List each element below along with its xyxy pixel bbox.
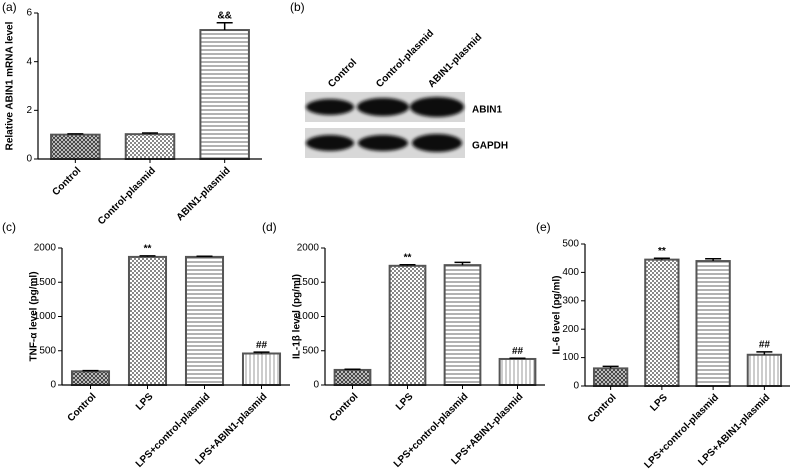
y-tick-label: 0 [26, 154, 32, 165]
y-tick-label: 400 [562, 267, 579, 278]
error-bar [344, 368, 361, 370]
bar [388, 264, 427, 386]
x-tick-label: Control-plasmid [96, 165, 158, 227]
y-tick-label: 0 [573, 381, 579, 392]
bar [592, 367, 629, 387]
lane-label: ABIN1-plasmid [426, 32, 484, 90]
significance-marker: ** [658, 246, 666, 257]
x-tick-label: LPS [648, 392, 670, 414]
bar [127, 255, 168, 386]
y-tick-label: 300 [562, 295, 579, 306]
bar [443, 264, 482, 386]
error-bar [67, 133, 84, 135]
blot-band [410, 97, 464, 117]
panel-label: (b) [290, 0, 305, 14]
significance-marker: ** [404, 252, 412, 263]
panel-label: (e) [536, 220, 551, 234]
y-tick-label: 200 [562, 324, 579, 335]
significance-marker: ## [759, 340, 771, 351]
bar [199, 29, 250, 160]
x-tick-label: Control [328, 391, 361, 424]
y-tick-label: 100 [562, 352, 579, 363]
y-tick-label: 500 [562, 239, 579, 250]
panel-label: (d) [262, 220, 277, 234]
bar [746, 353, 783, 388]
y-tick-label: 1500 [34, 277, 57, 288]
error-bar [509, 357, 526, 360]
error-bar [216, 21, 233, 31]
x-tick-label: Control [586, 392, 619, 425]
y-tick-label: 500 [302, 345, 319, 356]
error-bar [139, 255, 156, 257]
x-tick-label: Control [66, 391, 99, 424]
bar [644, 258, 680, 387]
x-tick-label: Control [50, 165, 83, 198]
band-label: GAPDH [472, 141, 508, 152]
y-tick-label: 0 [50, 380, 56, 391]
bar [70, 370, 111, 386]
y-axis-label: Relative ABIN1 mRNA level [5, 21, 16, 150]
y-tick-label: 2000 [34, 243, 57, 254]
blot-band [358, 135, 408, 151]
error-bar [705, 258, 722, 262]
bar [333, 368, 372, 386]
x-tick-label: LPS [394, 391, 416, 413]
y-tick-label: 1000 [297, 311, 320, 322]
error-bar [602, 365, 619, 369]
error-bar [454, 261, 471, 266]
x-tick-label: LPS [134, 391, 156, 413]
band-label: ABIN1 [472, 105, 502, 116]
y-tick-label: 2000 [297, 243, 320, 254]
significance-marker: && [217, 10, 231, 21]
blot-band [306, 135, 354, 151]
y-tick-label: 1500 [297, 277, 320, 288]
western-blot: (b) Control Control-plasmid ABIN1-plasmi… [290, 0, 508, 158]
y-axis-label: IL-6 level (pg/ml) [552, 276, 563, 355]
bar [498, 357, 537, 387]
y-tick-label: 0 [313, 380, 319, 391]
significance-marker: ## [512, 346, 524, 357]
bar [50, 133, 101, 161]
blot-band [306, 99, 354, 115]
significance-marker: ** [144, 244, 152, 255]
error-bar [253, 351, 270, 354]
error-bar [142, 132, 158, 135]
y-tick-label: 6 [26, 8, 32, 19]
bar [241, 352, 282, 386]
error-bar [756, 351, 773, 355]
y-tick-label: 500 [39, 345, 56, 356]
blot-band [412, 134, 462, 152]
y-axis-label: IL-1β level (pg/ml) [292, 274, 303, 359]
panel-label: (a) [2, 0, 17, 14]
bar [184, 255, 225, 386]
error-bar [196, 255, 213, 257]
significance-marker: ## [256, 340, 268, 351]
bar [124, 133, 176, 160]
y-tick-label: 1000 [34, 311, 57, 322]
lane-label: Control [326, 57, 359, 90]
blot-band [357, 98, 409, 116]
y-axis-label: TNF-α level (pg/ml) [29, 271, 40, 361]
panel-label: (c) [2, 220, 16, 234]
x-tick-label: ABIN1-plasmid [175, 165, 233, 223]
y-tick-label: 2 [26, 105, 32, 116]
y-tick-label: 4 [26, 56, 32, 67]
error-bar [82, 369, 99, 372]
error-bar [653, 257, 670, 260]
error-bar [399, 264, 416, 266]
bar [695, 260, 731, 388]
